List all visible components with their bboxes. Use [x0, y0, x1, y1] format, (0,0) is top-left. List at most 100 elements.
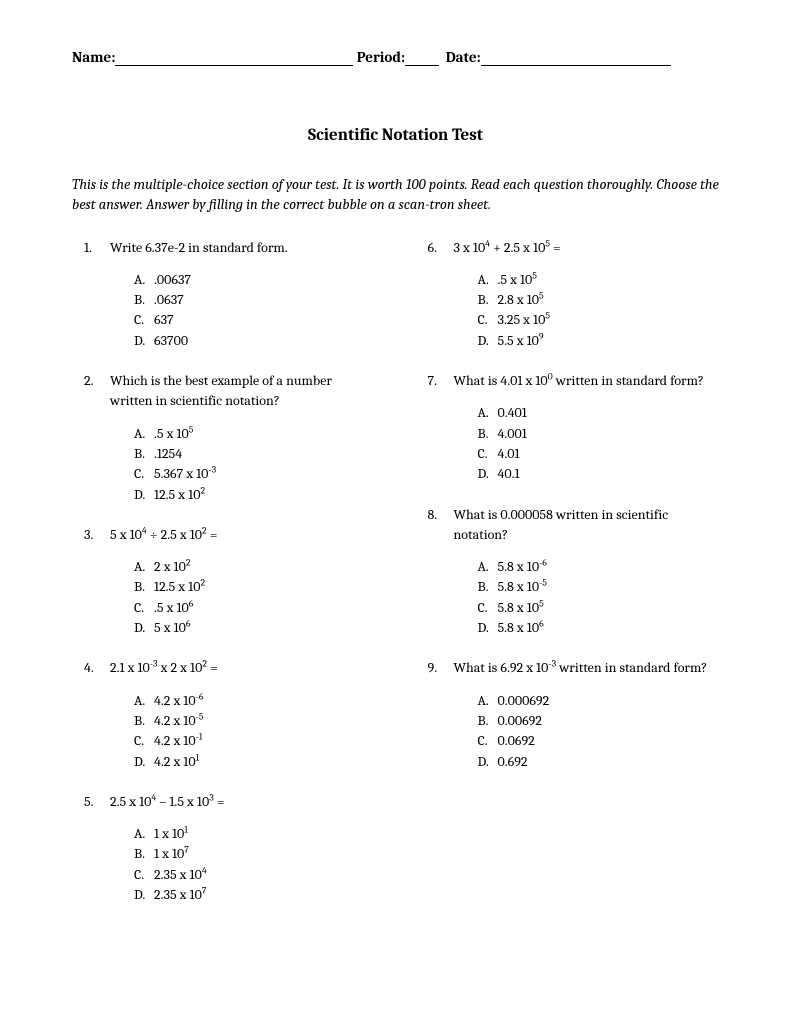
- question-number: 7.: [428, 371, 437, 391]
- choice-letter: C.: [134, 464, 144, 484]
- question-columns: 1.Write 6.37e-2 in standard form.A..0063…: [72, 238, 719, 926]
- question-text: 5 x 104 ÷ 2.5 x 102 =: [110, 525, 376, 545]
- choice: C. 637: [134, 310, 376, 330]
- choices: A.2 x 102B.12.5 x 102C..5 x 106D.5 x 106: [110, 557, 376, 638]
- question-text: 2.5 x 104 – 1.5 x 103 =: [110, 792, 376, 812]
- question-number: 9.: [428, 658, 438, 678]
- period-blank[interactable]: [405, 52, 439, 66]
- choices: A.1 x 101B.1 x 107C.2.35 x 104D.2.35 x 1…: [110, 824, 376, 905]
- choice-text: .00637: [154, 271, 191, 288]
- choice-letter: C.: [134, 731, 144, 751]
- choice-letter: D.: [478, 331, 489, 351]
- choice-letter: D.: [134, 885, 145, 905]
- choice-letter: B.: [134, 444, 145, 464]
- choice-text: 5.8 x 10: [498, 619, 540, 636]
- choice-letter: C.: [134, 310, 144, 330]
- question-text: 3 x 104 + 2.5 x 105 =: [454, 238, 720, 258]
- choice: C.2.35 x 104: [134, 865, 376, 885]
- right-column: 6.3 x 104 + 2.5 x 105 =A..5 x 105B.2.8 x…: [416, 238, 720, 926]
- choice-text: 0.0692: [498, 732, 535, 749]
- choice-text: 40.1: [498, 465, 520, 482]
- question-number: 3.: [84, 525, 93, 545]
- choice-letter: A.: [478, 270, 489, 290]
- choice-letter: B.: [134, 577, 145, 597]
- choices: A..5 x 105B..1254C.5.367 x 10-3D.12.5 x …: [110, 424, 376, 505]
- question: 8. What is 0.000058 written in scientific…: [416, 505, 720, 639]
- question-text: What is 6.92 x 10-3 written in standard …: [454, 658, 720, 678]
- choice-text: 4.001: [498, 425, 527, 442]
- choices: A.0.401B.4.001C.4.01D.40.1: [454, 403, 720, 484]
- choice-text: 4.2 x 10: [154, 753, 196, 770]
- date-label: Date:: [446, 48, 481, 66]
- choice-text: .0637: [154, 291, 184, 308]
- question: 9. What is 6.92 x 10-3 written in standar…: [416, 658, 720, 771]
- choice: D.0.692: [478, 752, 720, 772]
- choice-letter: A.: [478, 691, 489, 711]
- choice: A..5 x 105: [478, 270, 720, 290]
- question-number: 8.: [428, 505, 438, 525]
- choice: D.5.5 x 109: [478, 331, 720, 351]
- question: 4.2.1 x 10-3 x 2 x 102 =A.4.2 x 10-6B.4.…: [72, 658, 376, 771]
- choice: B. .0637: [134, 290, 376, 310]
- name-blank[interactable]: [115, 52, 353, 66]
- choice: C.5.367 x 10-3: [134, 464, 376, 484]
- question-text: What is 0.000058 written in scientific n…: [454, 505, 720, 546]
- choice-text: 1 x 10: [154, 825, 184, 842]
- choice: A.2 x 102: [134, 557, 376, 577]
- choice-letter: A.: [134, 557, 145, 577]
- choice-letter: C.: [134, 865, 144, 885]
- choice-letter: A.: [478, 403, 489, 423]
- choice: A. 0.401: [478, 403, 720, 423]
- choice-text: 637: [154, 311, 174, 328]
- choice-text: 5.8 x 10: [498, 599, 540, 616]
- choice-letter: C.: [134, 598, 144, 618]
- choices: A..5 x 105B.2.8 x 105C.3.25 x 105D.5.5 x…: [454, 270, 720, 351]
- choice: D.5 x 106: [134, 618, 376, 638]
- choice: D.40.1: [478, 464, 720, 484]
- choice: B.12.5 x 102: [134, 577, 376, 597]
- instructions: This is the multiple-choice section of y…: [72, 175, 719, 216]
- choice-letter: D.: [134, 485, 145, 505]
- period-label: Period:: [357, 48, 405, 66]
- choice-text: 0.000692: [498, 692, 550, 709]
- choice-text: 4.2 x 10: [154, 712, 196, 729]
- choice: A.1 x 101: [134, 824, 376, 844]
- header-line: Name: Period: Date:: [72, 48, 719, 66]
- choice: A..5 x 105: [134, 424, 376, 444]
- choice-text: 5.367 x 10: [154, 465, 208, 482]
- choice-letter: D.: [478, 752, 489, 772]
- choice: B.5.8 x 10-5: [478, 577, 720, 597]
- choice-letter: D.: [478, 618, 489, 638]
- choice: C.5.8 x 105: [478, 598, 720, 618]
- choices: A.0.000692B.0.00692C.0.0692D.0.692: [454, 691, 720, 772]
- choice: B.0.00692: [478, 711, 720, 731]
- choice: A.4.2 x 10-6: [134, 691, 376, 711]
- choice: A. .00637: [134, 270, 376, 290]
- choice-text: 12.5 x 10: [154, 486, 200, 503]
- choice-letter: B.: [134, 290, 145, 310]
- question: 1.Write 6.37e-2 in standard form.A..0063…: [72, 238, 376, 351]
- choice-text: 2.35 x 10: [154, 886, 202, 903]
- name-label: Name:: [72, 48, 115, 66]
- choice-text: 2.35 x 10: [154, 866, 202, 883]
- choice-letter: A.: [134, 691, 145, 711]
- choice-letter: A.: [134, 270, 145, 290]
- choice-text: 2 x 10: [154, 558, 186, 575]
- question: 6.3 x 104 + 2.5 x 105 =A..5 x 105B.2.8 x…: [416, 238, 720, 351]
- choice: D.63700: [134, 331, 376, 351]
- choice: C.3.25 x 105: [478, 310, 720, 330]
- choice-text: 5 x 10: [154, 619, 186, 636]
- choice-letter: A.: [134, 424, 145, 444]
- choices: A.4.2 x 10-6B.4.2 x 10-5C.4.2 x 10-1D.4.…: [110, 691, 376, 772]
- choice-text: 0.401: [498, 404, 527, 421]
- choice-letter: A.: [134, 824, 145, 844]
- choice-letter: C.: [478, 598, 488, 618]
- choice-text: 5.8 x 10: [498, 578, 540, 595]
- date-blank[interactable]: [481, 52, 671, 66]
- choice-text: 5.5 x 10: [498, 332, 539, 349]
- choice-text: 4.2 x 10: [154, 732, 196, 749]
- choice-letter: D.: [134, 752, 145, 772]
- question-number: 2.: [84, 371, 94, 391]
- choice: C..5 x 106: [134, 598, 376, 618]
- choice: D.2.35 x 107: [134, 885, 376, 905]
